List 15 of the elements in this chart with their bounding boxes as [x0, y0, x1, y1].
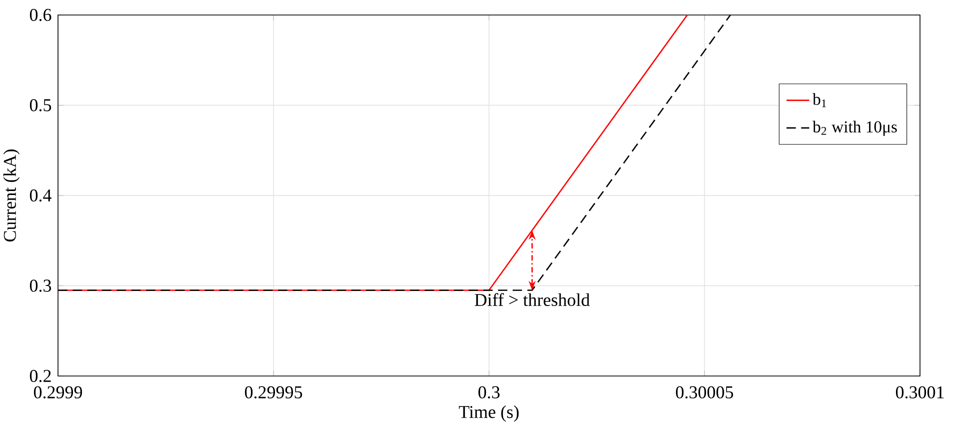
- x-tick-label: 0.2999: [34, 386, 82, 398]
- x-tick-label: 0.3: [478, 386, 500, 398]
- y-tick-label: 0.4: [30, 189, 52, 202]
- legend-label: b$_{2}$ with 10μs: [812, 120, 897, 136]
- y-tick-label: 0.2: [30, 370, 51, 382]
- x-tick-label: 0.29995: [244, 386, 302, 398]
- y-tick-label: 0.5: [30, 99, 52, 112]
- x-axis-title: Time (s): [458, 405, 519, 422]
- annotation: Diff > threshold: [474, 293, 590, 306]
- legend-label: b$_{1}$: [812, 93, 826, 108]
- x-tick-label: 0.3001: [896, 386, 944, 398]
- y-axis-title: Current (kA): [3, 150, 20, 242]
- x-tick-label: 0.30005: [676, 386, 734, 398]
- y-tick-label: 0.3: [30, 280, 52, 292]
- y-tick-label: 0.6: [30, 8, 52, 22]
